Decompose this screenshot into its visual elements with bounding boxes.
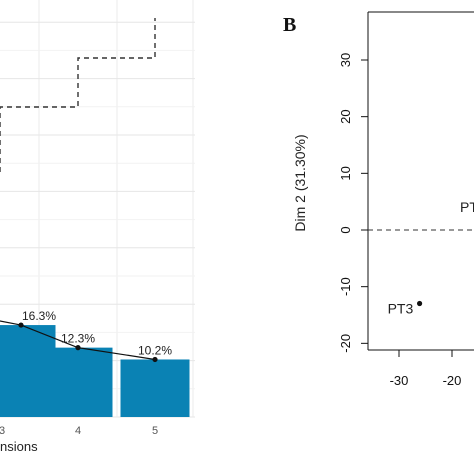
y-tick-label--10: -10 — [338, 277, 353, 296]
variance-point-5 — [152, 356, 158, 363]
y-tick-label-30: 30 — [338, 53, 353, 67]
point-label-pt3: PT3 — [388, 301, 414, 317]
bar-4 — [43, 347, 113, 417]
data-label-5: 10.2% — [138, 343, 172, 357]
variance-line — [0, 320, 156, 361]
panel-b-axes — [367, 11, 474, 351]
panel-b-y-axis-label: Dim 2 (31.30%) — [292, 134, 308, 231]
x-tick-3: 3 — [0, 425, 5, 437]
panel-a-x-tick-labels: 3 4 5 — [0, 425, 158, 437]
data-label-3: 16.3% — [22, 309, 56, 323]
x-tick-4: 4 — [75, 425, 81, 437]
y-tick-label-10: 10 — [338, 166, 353, 180]
panel-a-data-labels: 16.3% 12.3% 10.2% — [22, 309, 172, 357]
panel-a-cumulative-step-line — [0, 18, 156, 172]
panel-b-points: PT3 — [388, 301, 423, 317]
panel-b-y-ticks: 30 20 10 0 -10 -20 — [338, 53, 368, 353]
y-tick-label-20: 20 — [338, 109, 353, 123]
panel-a-bars — [0, 325, 190, 417]
panel-b-scatter-plot: B Dim 2 (31.30%) 30 20 10 0 -10 -20 -30 -20 PT… — [283, 11, 474, 388]
y-tick-label--20: -20 — [338, 334, 353, 353]
panel-b-letter: B — [283, 14, 296, 36]
panel-b-partial-point-label: PT — [460, 199, 474, 215]
panel-b-x-ticks: -30 -20 — [390, 350, 462, 388]
panel-a-scree-plot: 16.3% 12.3% 10.2% 3 4 5 nsions — [0, 0, 195, 454]
panel-a-variance-line — [0, 320, 158, 363]
cumulative-step-path — [0, 18, 156, 172]
x-tick-label--20: -20 — [443, 373, 462, 388]
variance-point-4 — [75, 345, 81, 351]
data-label-4: 12.3% — [61, 332, 95, 346]
x-tick-5: 5 — [152, 425, 158, 437]
panel-a-x-axis-label: nsions — [0, 439, 38, 454]
x-tick-label--30: -30 — [390, 373, 409, 388]
y-tick-label-0: 0 — [338, 226, 353, 233]
variance-point-3 — [18, 322, 24, 328]
bar-5 — [120, 359, 190, 417]
point-pt3 — [417, 300, 423, 307]
